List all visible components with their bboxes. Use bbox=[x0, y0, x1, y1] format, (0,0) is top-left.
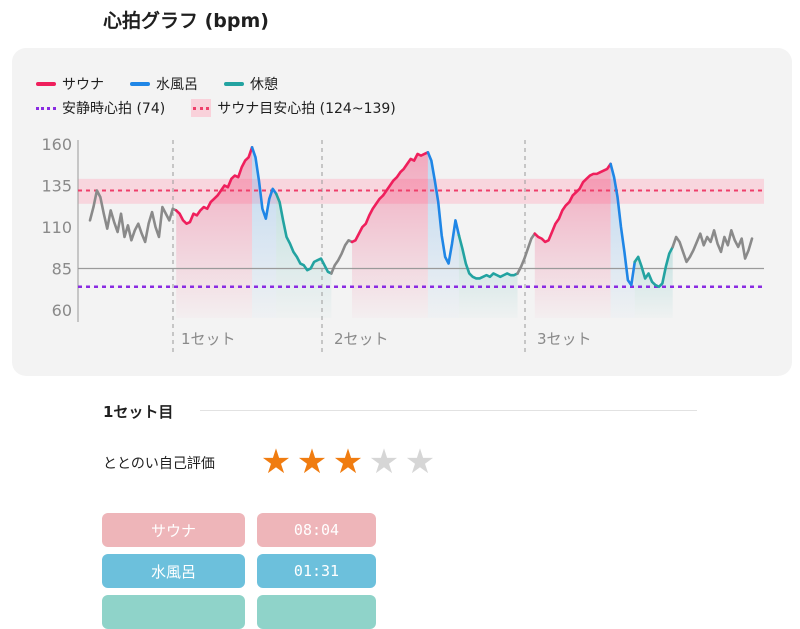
set-label-1: 1セット bbox=[181, 330, 236, 348]
legend-item-mizuburo[interactable]: 水風呂 bbox=[130, 74, 198, 94]
legend-label-kyukei: 休憩 bbox=[250, 77, 278, 93]
legend-label-resting: 安静時心拍 (74) bbox=[62, 101, 166, 117]
series-line-sauna-1 bbox=[174, 146, 254, 225]
y-tick-label: 160 bbox=[41, 135, 72, 154]
star-icon-2[interactable]: ★ bbox=[296, 442, 328, 482]
area-sauna-5 bbox=[352, 152, 428, 318]
next-row-time-pill bbox=[257, 595, 376, 629]
area-sauna-9 bbox=[534, 163, 611, 318]
legend-swatch-kyukei bbox=[224, 82, 244, 86]
y-tick-label: 85 bbox=[52, 260, 72, 279]
sauna-label-pill: サウナ bbox=[102, 513, 245, 547]
series-line-sauna-5 bbox=[350, 151, 430, 244]
chart-title: 心拍グラフ (bpm) bbox=[103, 10, 269, 32]
y-tick-label: 60 bbox=[52, 301, 72, 320]
series-line-kyukei-11 bbox=[633, 245, 674, 289]
next-row-label-pill bbox=[102, 595, 245, 629]
set-label-2: 2セット bbox=[334, 330, 389, 348]
area-kyukei-3 bbox=[276, 193, 332, 318]
section-divider bbox=[200, 410, 697, 411]
legend-item-target[interactable]: サウナ目安心拍 (124~139) bbox=[191, 98, 396, 118]
legend-item-sauna[interactable]: サウナ bbox=[36, 74, 104, 94]
area-kyukei-11 bbox=[634, 246, 673, 318]
star-icon-1[interactable]: ★ bbox=[260, 442, 292, 482]
heart-rate-chart: 160 135 110 85 60 1セット 2セット 3セット bbox=[41, 135, 764, 352]
star-icon-5[interactable]: ★ bbox=[404, 442, 436, 482]
series-line-kyukei-3 bbox=[274, 192, 333, 275]
legend-swatch-mizuburo bbox=[130, 82, 150, 86]
mizuburo-time-pill: 01:31 bbox=[257, 554, 376, 588]
series-line-other-8 bbox=[516, 232, 537, 275]
star-icon-3[interactable]: ★ bbox=[332, 442, 364, 482]
series-line-mizuburo-10 bbox=[609, 162, 637, 287]
set-label-3: 3セット bbox=[537, 330, 592, 348]
set-heading: 1セット目 bbox=[103, 403, 174, 421]
legend-swatch-sauna bbox=[36, 82, 56, 86]
series-line-other-0 bbox=[88, 189, 178, 244]
legend-item-kyukei[interactable]: 休憩 bbox=[224, 74, 278, 94]
star-rating[interactable]: ★ ★ ★ ★ ★ bbox=[258, 444, 438, 480]
series-line-kyukei-7 bbox=[457, 234, 519, 280]
star-icon-4[interactable]: ★ bbox=[368, 442, 400, 482]
y-tick-label: 135 bbox=[41, 177, 72, 196]
mizuburo-label-pill: 水風呂 bbox=[102, 554, 245, 588]
series-line-other-4 bbox=[330, 238, 354, 275]
legend-label-sauna: サウナ bbox=[62, 77, 104, 93]
legend-row-2: 安静時心拍 (74) サウナ目安心拍 (124~139) bbox=[36, 98, 422, 118]
legend-swatch-resting bbox=[36, 106, 56, 110]
legend-label-target: サウナ目安心拍 (124~139) bbox=[217, 101, 396, 117]
sauna-time-pill: 08:04 bbox=[257, 513, 376, 547]
y-tick-label: 110 bbox=[41, 218, 72, 237]
area-mizuburo-2 bbox=[252, 147, 277, 318]
legend-item-resting[interactable]: 安静時心拍 (74) bbox=[36, 98, 165, 118]
series-line-other-12 bbox=[671, 229, 754, 264]
rating-label: ととのい自己評価 bbox=[103, 456, 215, 472]
series-line-mizuburo-6 bbox=[426, 151, 461, 265]
series-line-mizuburo-2 bbox=[250, 146, 278, 220]
legend-swatch-target bbox=[191, 99, 212, 117]
series-line-sauna-9 bbox=[533, 162, 612, 244]
legend-label-mizuburo: 水風呂 bbox=[156, 77, 198, 93]
legend-row-1: サウナ 水風呂 休憩 bbox=[36, 74, 304, 94]
